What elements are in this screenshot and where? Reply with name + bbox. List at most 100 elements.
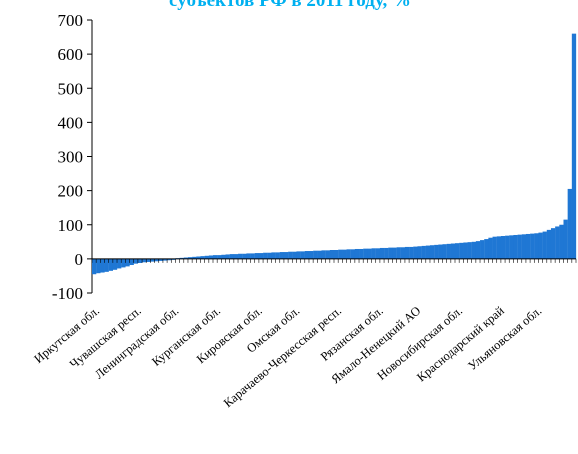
bar	[254, 253, 260, 259]
bar	[425, 245, 431, 259]
bar	[187, 257, 193, 259]
bar	[375, 248, 381, 259]
bar	[517, 234, 522, 259]
bar	[442, 244, 447, 259]
bar	[112, 258, 118, 270]
bar	[300, 251, 305, 259]
bar	[283, 252, 289, 259]
bar	[404, 246, 410, 259]
bar	[488, 237, 493, 259]
bar	[313, 250, 318, 259]
bar	[304, 251, 310, 259]
bar	[242, 253, 247, 259]
bar	[204, 255, 209, 259]
bar	[208, 255, 214, 259]
bar	[162, 258, 168, 261]
bar	[217, 255, 222, 259]
bar	[321, 250, 326, 259]
bar	[117, 258, 122, 269]
bar	[158, 258, 164, 261]
y-tick-label: 700	[58, 11, 84, 30]
bar	[317, 250, 322, 259]
bar	[292, 251, 297, 259]
bar	[171, 258, 176, 260]
bar	[250, 253, 255, 259]
bar	[467, 242, 472, 259]
bar	[271, 252, 276, 259]
bar	[225, 254, 230, 259]
bar	[413, 246, 418, 259]
bar	[129, 258, 134, 266]
bar	[146, 258, 151, 262]
bar	[550, 228, 556, 259]
bar	[417, 246, 422, 259]
bar	[480, 240, 485, 259]
bars	[92, 33, 577, 275]
bar	[338, 249, 343, 259]
bar	[350, 249, 356, 259]
bar	[534, 233, 539, 259]
bar	[359, 248, 364, 259]
bar	[137, 258, 143, 263]
bar	[513, 234, 518, 259]
bar	[542, 231, 547, 259]
bar	[325, 250, 330, 259]
bar	[496, 236, 502, 259]
bar	[354, 248, 360, 259]
bar	[121, 258, 126, 268]
bar	[409, 246, 414, 259]
bar	[429, 245, 435, 259]
y-tick-label: -100	[52, 284, 83, 303]
bar	[96, 258, 101, 274]
bar	[183, 257, 189, 259]
bar	[492, 236, 497, 259]
bar	[371, 248, 376, 259]
bar	[459, 242, 464, 259]
bar	[555, 226, 560, 259]
bar	[363, 248, 368, 259]
y-tick-label: 300	[58, 148, 84, 167]
bar	[446, 243, 451, 259]
bar	[196, 256, 201, 259]
bar	[279, 252, 285, 259]
y-tick-label: 0	[75, 250, 84, 269]
y-axis: -100 0 100 200 300 400 500 600 700	[52, 11, 93, 303]
bar	[563, 219, 568, 259]
bar	[192, 256, 197, 259]
bar	[154, 258, 159, 262]
bar	[263, 252, 268, 259]
bar	[104, 258, 109, 272]
bar	[367, 248, 372, 259]
bar	[509, 235, 514, 259]
bar	[213, 255, 218, 259]
bar	[288, 251, 293, 259]
bar	[530, 233, 535, 259]
chart-title: субъектов РФ в 2011 году, %	[169, 0, 411, 11]
bar	[546, 229, 552, 259]
bar	[484, 239, 489, 259]
bar	[246, 253, 251, 259]
bar	[179, 257, 184, 259]
bar	[167, 258, 172, 261]
bar	[392, 247, 397, 259]
bar	[334, 250, 339, 259]
y-tick-label: 600	[58, 45, 84, 64]
bar	[400, 247, 406, 259]
bar	[238, 253, 243, 259]
bar	[125, 258, 130, 267]
bar	[388, 247, 393, 259]
y-tick-label: 500	[58, 79, 84, 98]
bar	[142, 258, 147, 263]
bar	[434, 244, 439, 259]
bar	[471, 241, 477, 259]
bar	[92, 258, 97, 275]
bar	[308, 251, 314, 259]
bar	[342, 249, 347, 259]
bar	[463, 242, 468, 259]
bar	[258, 253, 264, 259]
bar	[379, 247, 385, 259]
bar	[384, 247, 389, 259]
bar	[500, 236, 506, 259]
bar	[267, 252, 272, 259]
x-axis: Иркутская обл.Чувашская респ.Ленинградск…	[31, 258, 577, 410]
